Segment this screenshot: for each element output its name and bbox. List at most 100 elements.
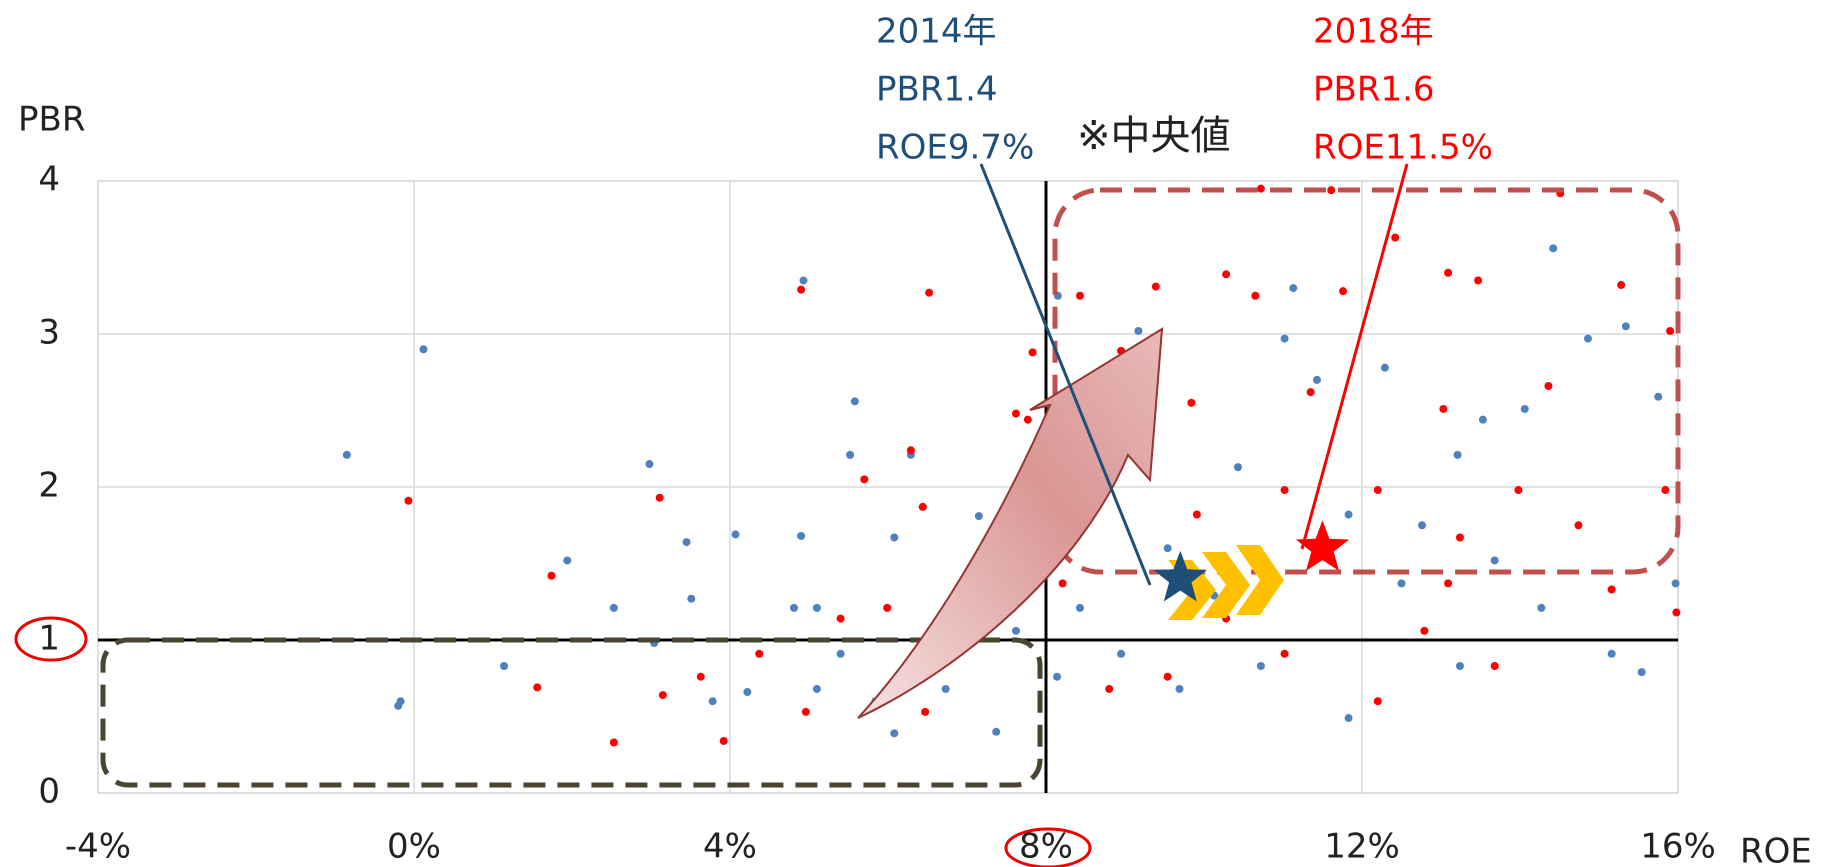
point [656, 494, 664, 502]
point [659, 691, 667, 699]
point [907, 446, 915, 454]
point [1479, 416, 1487, 424]
point [1622, 322, 1630, 330]
point [1444, 269, 1452, 277]
point [921, 708, 929, 716]
point [919, 503, 927, 511]
leader-line [1302, 164, 1407, 549]
point [1281, 335, 1289, 343]
point [1345, 714, 1353, 722]
point [975, 512, 983, 520]
point [1281, 486, 1289, 494]
point [1514, 486, 1522, 494]
x-axis-label: ROE [1740, 832, 1812, 867]
point [1491, 662, 1499, 670]
point [837, 615, 845, 623]
annotation: ROE11.5% [1313, 128, 1493, 168]
point [797, 532, 805, 540]
point [1638, 668, 1646, 676]
point [837, 650, 845, 658]
point [1257, 662, 1265, 670]
point [813, 604, 821, 612]
point [1521, 405, 1529, 413]
y-tick-label: 2 [38, 466, 60, 506]
annotation: 2018年 [1313, 12, 1434, 52]
point [1327, 186, 1335, 194]
point [1164, 673, 1172, 681]
point [1444, 579, 1452, 587]
point [1608, 650, 1616, 658]
point [1345, 511, 1353, 519]
chart: PBR ROE ※中央値 01234-4%0%4%8%12%16%2014年PB… [0, 0, 1822, 867]
point [1549, 244, 1557, 252]
point [1374, 697, 1382, 705]
y-tick-label: 0 [38, 772, 60, 812]
point [533, 683, 541, 691]
point [1076, 604, 1084, 612]
point [687, 595, 695, 603]
point [1053, 673, 1061, 681]
point [610, 739, 618, 747]
annotation: PBR1.4 [876, 70, 998, 110]
point [992, 728, 1000, 736]
point [1029, 348, 1037, 356]
point [1420, 627, 1428, 635]
point [709, 697, 717, 705]
point [1672, 608, 1680, 616]
y-tick-label: 3 [38, 313, 60, 353]
point [1134, 327, 1142, 335]
point [1608, 586, 1616, 594]
point [1398, 579, 1406, 587]
point [1222, 270, 1230, 278]
point [1012, 410, 1020, 418]
point [813, 685, 821, 693]
point [1418, 521, 1426, 529]
point [851, 397, 859, 405]
point [1666, 327, 1674, 335]
decorations [16, 164, 1678, 867]
point [547, 572, 555, 580]
x-tick-label: 8% [1019, 827, 1073, 867]
y-tick-label: 4 [38, 160, 60, 200]
point [1654, 393, 1662, 401]
point [683, 538, 691, 546]
point [697, 673, 705, 681]
point [1474, 276, 1482, 284]
point [1439, 405, 1447, 413]
point [1251, 292, 1259, 300]
point [1454, 451, 1462, 459]
point [645, 460, 653, 468]
point [1164, 544, 1172, 552]
x-tick-label: 0% [387, 827, 441, 867]
point [802, 708, 810, 716]
point [1391, 234, 1399, 242]
point [1307, 388, 1315, 396]
point [797, 286, 805, 294]
point [563, 556, 571, 564]
point [799, 276, 807, 284]
point [1374, 486, 1382, 494]
point [1537, 604, 1545, 612]
point [343, 451, 351, 459]
point [755, 650, 763, 658]
big-arrow [858, 329, 1162, 718]
point [1257, 185, 1265, 193]
point [720, 737, 728, 745]
point [610, 604, 618, 612]
point [1024, 416, 1032, 424]
x-tick-label: 4% [703, 827, 757, 867]
point [1059, 579, 1067, 587]
point [1117, 650, 1125, 658]
point [1661, 486, 1669, 494]
point [1176, 685, 1184, 693]
point [1234, 463, 1242, 471]
point [1456, 533, 1464, 541]
point [419, 345, 427, 353]
point [1289, 284, 1297, 292]
annotation: ROE9.7% [876, 128, 1034, 168]
low-zone-box [103, 640, 1040, 785]
point [1187, 399, 1195, 407]
note: ※中央値 [1077, 113, 1231, 159]
point [890, 729, 898, 737]
point [1339, 287, 1347, 295]
